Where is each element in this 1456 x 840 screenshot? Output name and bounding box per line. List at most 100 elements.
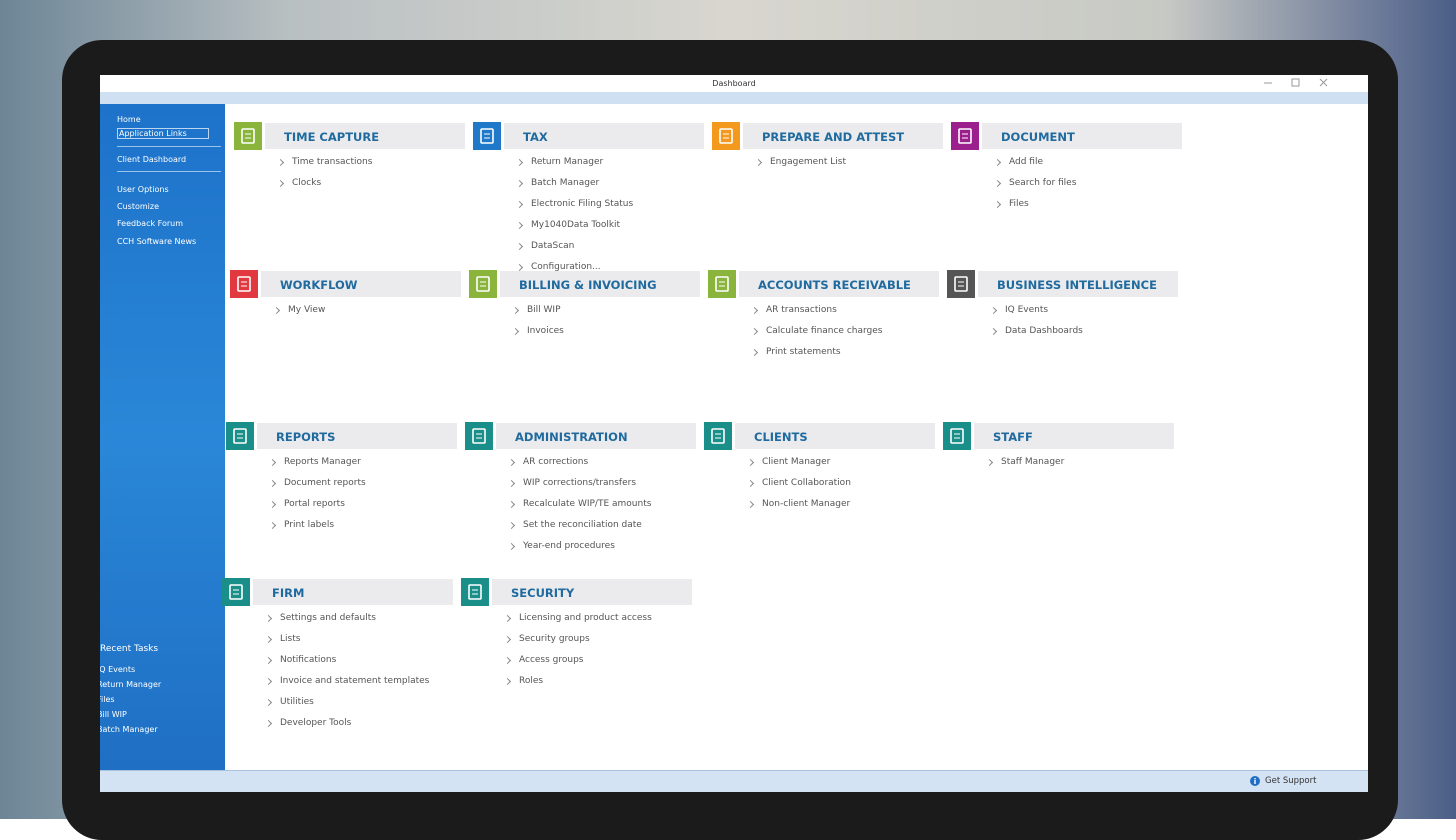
sidebar-link[interactable]: CCH Software News bbox=[117, 237, 197, 246]
tile-icon[interactable] bbox=[226, 422, 254, 450]
tile-link[interactable]: Lists bbox=[280, 634, 301, 644]
tile-link[interactable]: Return Manager bbox=[531, 157, 604, 167]
recent-task-link[interactable]: iQ Events bbox=[100, 665, 136, 674]
tile-link[interactable]: Calculate finance charges bbox=[766, 326, 883, 336]
tile-title[interactable]: CLIENTS bbox=[754, 430, 808, 444]
tile-icon[interactable] bbox=[461, 578, 489, 606]
tile-link[interactable]: Batch Manager bbox=[531, 178, 600, 188]
chevron bbox=[276, 179, 285, 188]
tile-title[interactable]: STAFF bbox=[993, 430, 1033, 444]
tile-link[interactable]: Utilities bbox=[280, 697, 314, 707]
tile-link[interactable]: My1040Data Toolkit bbox=[531, 220, 621, 230]
tile-icon[interactable] bbox=[234, 122, 262, 150]
tile-icon[interactable] bbox=[473, 122, 501, 150]
sidebar-link[interactable]: Client Dashboard bbox=[117, 155, 187, 164]
tile-link[interactable]: Developer Tools bbox=[280, 718, 352, 728]
sidebar-link[interactable]: User Options bbox=[117, 185, 169, 194]
tile-title[interactable]: PREPARE AND ATTEST bbox=[762, 130, 905, 144]
tile-link[interactable]: Search for files bbox=[1009, 178, 1077, 188]
tile-title[interactable]: SECURITY bbox=[511, 586, 575, 600]
chevron bbox=[503, 677, 512, 686]
tile-link[interactable]: Client Manager bbox=[762, 457, 831, 467]
tile-title[interactable]: DOCUMENT bbox=[1001, 130, 1075, 144]
tile-title[interactable]: TIME CAPTURE bbox=[284, 130, 380, 144]
tile-link[interactable]: Security groups bbox=[519, 634, 590, 644]
tile-icon[interactable] bbox=[230, 270, 258, 298]
tile-link[interactable]: Configuration... bbox=[531, 262, 601, 272]
tile-link[interactable]: Portal reports bbox=[284, 499, 345, 509]
window-controls[interactable] bbox=[1260, 77, 1330, 89]
sidebar-link[interactable]: Application Links bbox=[117, 128, 209, 139]
recent-task-link[interactable]: Files bbox=[100, 695, 115, 704]
title-bar: Dashboard bbox=[100, 75, 1368, 93]
tile-link[interactable]: My View bbox=[288, 305, 326, 315]
tile-link[interactable]: AR transactions bbox=[766, 305, 837, 315]
tile-link[interactable]: Set the reconciliation date bbox=[523, 520, 642, 530]
tile-title[interactable]: REPORTS bbox=[276, 430, 336, 444]
recent-tasks-title: Recent Tasks bbox=[100, 644, 159, 654]
tile-link[interactable]: Electronic Filing Status bbox=[531, 199, 634, 209]
tile-link[interactable]: Notifications bbox=[280, 655, 337, 665]
tile-link[interactable]: Access groups bbox=[519, 655, 584, 665]
tile-link[interactable]: Licensing and product access bbox=[519, 613, 652, 623]
chevron bbox=[750, 306, 759, 315]
tile-link[interactable]: Non-client Manager bbox=[762, 499, 851, 509]
sidebar-link[interactable]: Customize bbox=[117, 202, 159, 211]
get-support[interactable]: Get Support bbox=[1265, 776, 1317, 786]
sidebar-link[interactable]: Home bbox=[117, 115, 141, 124]
tile-header bbox=[257, 423, 457, 449]
tile-title[interactable]: FIRM bbox=[272, 586, 305, 600]
tile-header bbox=[974, 423, 1174, 449]
tile-link[interactable]: Invoice and statement templates bbox=[280, 676, 430, 686]
tile-icon[interactable] bbox=[469, 270, 497, 298]
tile-link[interactable]: Engagement List bbox=[770, 157, 846, 167]
tile-icon[interactable] bbox=[465, 422, 493, 450]
recent-task-link[interactable]: Bill WIP bbox=[100, 710, 127, 719]
tile-link[interactable]: Time transactions bbox=[292, 157, 373, 167]
tile-link[interactable]: Data Dashboards bbox=[1005, 326, 1083, 336]
tile-link[interactable]: Invoices bbox=[527, 326, 564, 336]
tile-link[interactable]: Clocks bbox=[292, 178, 322, 188]
tile-link[interactable]: Staff Manager bbox=[1001, 457, 1065, 467]
tile-header bbox=[265, 123, 465, 149]
tile-icon[interactable] bbox=[712, 122, 740, 150]
recent-task-link[interactable]: Return Manager bbox=[100, 680, 162, 689]
tile-title[interactable]: BILLING & INVOICING bbox=[519, 278, 657, 292]
tile-link[interactable]: Roles bbox=[519, 676, 544, 686]
chevron bbox=[507, 479, 516, 488]
tile-icon[interactable] bbox=[704, 422, 732, 450]
tile-icon[interactable] bbox=[947, 270, 975, 298]
tile-link[interactable]: Files bbox=[1009, 199, 1029, 209]
tile-title[interactable]: WORKFLOW bbox=[280, 278, 358, 292]
tile-icon[interactable] bbox=[943, 422, 971, 450]
tile-title[interactable]: ACCOUNTS RECEIVABLE bbox=[758, 278, 911, 292]
tile-link[interactable]: AR corrections bbox=[523, 457, 589, 467]
tile-link[interactable]: Document reports bbox=[284, 478, 366, 488]
tile-link[interactable]: Print statements bbox=[766, 347, 841, 357]
tile-link[interactable]: Print labels bbox=[284, 520, 335, 530]
separator bbox=[117, 171, 221, 172]
tile-title[interactable]: BUSINESS INTELLIGENCE bbox=[997, 278, 1157, 292]
tile-link[interactable]: Bill WIP bbox=[527, 305, 561, 315]
info-icon bbox=[1250, 776, 1260, 786]
tile-header bbox=[978, 271, 1178, 297]
sidebar-link[interactable]: Feedback Forum bbox=[117, 219, 184, 228]
tile-link[interactable]: WIP corrections/transfers bbox=[523, 478, 637, 488]
tile-link[interactable]: Year-end procedures bbox=[523, 541, 615, 551]
tile-link[interactable]: Reports Manager bbox=[284, 457, 361, 467]
tile-link[interactable]: Add file bbox=[1009, 157, 1043, 167]
tile-icon[interactable] bbox=[951, 122, 979, 150]
tile-link[interactable]: Recalculate WIP/TE amounts bbox=[523, 499, 652, 509]
chevron bbox=[507, 542, 516, 551]
tile-link[interactable]: Client Collaboration bbox=[762, 478, 851, 488]
tile-title[interactable]: TAX bbox=[523, 130, 548, 144]
tile-link[interactable]: DataScan bbox=[531, 241, 575, 251]
tile-link[interactable]: IQ Events bbox=[1005, 305, 1049, 315]
tile-link[interactable]: Settings and defaults bbox=[280, 613, 376, 623]
tile-icon[interactable] bbox=[222, 578, 250, 606]
chevron bbox=[746, 479, 755, 488]
tile-icon[interactable] bbox=[708, 270, 736, 298]
tile-title[interactable]: ADMINISTRATION bbox=[515, 430, 628, 444]
chevron bbox=[264, 698, 273, 707]
recent-task-link[interactable]: Batch Manager bbox=[100, 725, 158, 734]
